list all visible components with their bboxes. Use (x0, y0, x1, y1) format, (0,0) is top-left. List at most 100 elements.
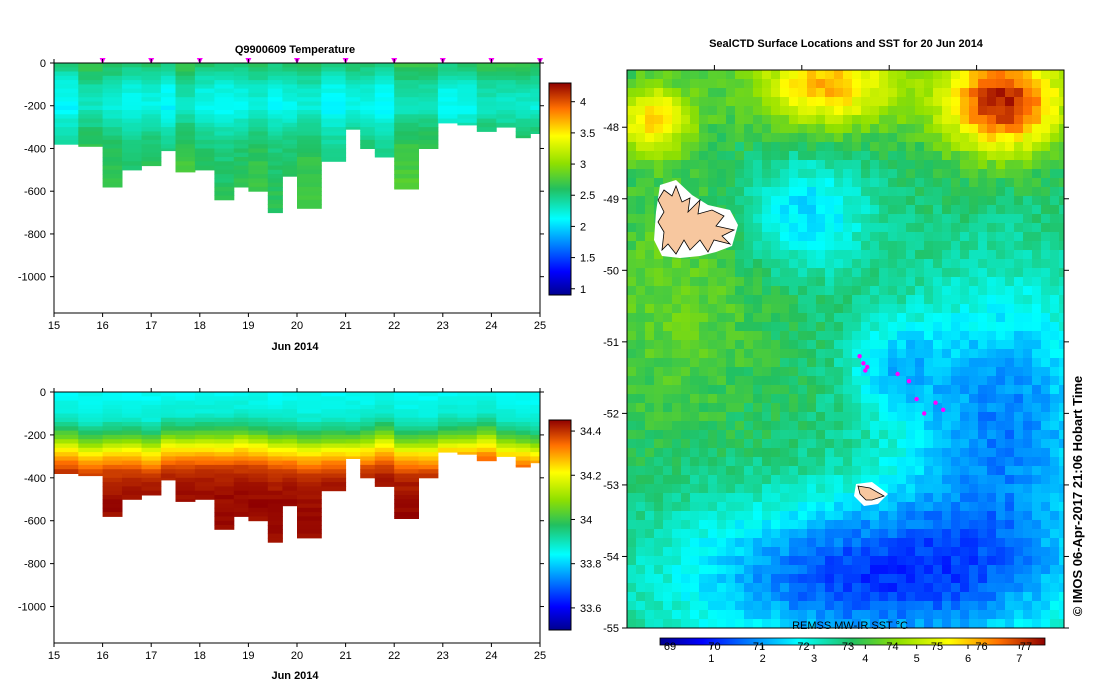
section-cell (394, 84, 419, 90)
sst-cell (816, 556, 826, 566)
sst-cell (1032, 115, 1042, 125)
section-cell (345, 447, 361, 453)
sst-cell (888, 511, 898, 521)
sst-cell (834, 214, 844, 224)
section-cell (282, 110, 298, 115)
sst-cell (924, 196, 934, 206)
sst-cell (1023, 601, 1033, 611)
sst-cell (663, 313, 673, 323)
sst-cell (1059, 349, 1064, 359)
sst-cell (996, 304, 1006, 314)
section-cell (233, 460, 249, 466)
section-cell (360, 135, 376, 141)
section-cell (321, 422, 347, 427)
sst-cell (969, 295, 979, 305)
sst-cell (816, 394, 826, 404)
sst-cell (942, 196, 952, 206)
sst-cell (690, 403, 700, 413)
sst-cell (861, 592, 871, 602)
sst-cell (672, 295, 682, 305)
sst-cell (861, 331, 871, 341)
sst-cell (1041, 79, 1051, 89)
section-cell (297, 460, 322, 466)
sst-cell (825, 232, 835, 242)
section-cell (160, 464, 176, 470)
sst-cell (762, 385, 772, 395)
sst-cell (780, 268, 790, 278)
sst-cell (960, 115, 970, 125)
sst-cell (744, 268, 754, 278)
section-cell (233, 409, 249, 414)
sst-cell (1050, 511, 1060, 521)
sst-cell (834, 70, 844, 80)
sst-cell (1005, 448, 1015, 458)
sst-cell (672, 151, 682, 161)
sst-cell (924, 520, 934, 530)
sst-cell (1059, 583, 1064, 593)
section-cell (54, 97, 79, 102)
section-cell (297, 84, 322, 90)
section-cell (214, 71, 235, 77)
section-cell (530, 434, 541, 440)
sst-cell (888, 187, 898, 197)
sst-cell (663, 349, 673, 359)
section-cell (374, 473, 395, 479)
section-cell (374, 417, 395, 423)
section-cell (122, 443, 142, 449)
sst-cell (1059, 232, 1064, 242)
sst-cell (753, 241, 763, 251)
section-cell (418, 80, 439, 85)
sst-cell (1059, 286, 1064, 296)
section-cell (321, 131, 347, 137)
section-cell (194, 477, 215, 483)
sst-cell (771, 439, 781, 449)
sst-cell (1050, 232, 1060, 242)
sst-cell (708, 277, 718, 287)
sst-cell (915, 196, 925, 206)
sst-cell (879, 556, 889, 566)
sst-cell (906, 142, 916, 152)
section-cell (267, 443, 283, 449)
section-cell (214, 452, 235, 457)
sst-cell (987, 340, 997, 350)
section-cell (160, 110, 176, 115)
section-cell (233, 443, 249, 449)
section-cell (476, 447, 497, 453)
sst-cell (789, 169, 799, 179)
section-cell (214, 469, 235, 474)
sst-cell (978, 502, 988, 512)
sst-cell (672, 412, 682, 422)
sst-cell (978, 187, 988, 197)
sst-cell (762, 556, 772, 566)
sst-cell (789, 97, 799, 107)
section-cell (54, 400, 79, 406)
section-cell (476, 400, 497, 406)
sst-cell (852, 331, 862, 341)
section-cell (102, 122, 123, 128)
sst-cell (960, 376, 970, 386)
section-cell (78, 84, 104, 90)
sst-cell (807, 286, 817, 296)
sst-cell (681, 286, 691, 296)
sst-cell (888, 493, 898, 503)
sst-cell (1005, 592, 1015, 602)
section-cell (248, 422, 269, 427)
sst-cell (861, 268, 871, 278)
section-cell (233, 161, 249, 167)
sst-cell (672, 169, 682, 179)
sst-cell (753, 304, 763, 314)
sst-cell (1041, 223, 1051, 233)
sst-cell (708, 70, 718, 80)
sst-cell (762, 529, 772, 539)
sst-cell (888, 610, 898, 620)
section-cell (418, 75, 439, 81)
section-cell (160, 477, 176, 481)
sst-cell (843, 340, 853, 350)
sst-cell (996, 466, 1006, 476)
section-cell (233, 507, 249, 513)
sst-cell (888, 367, 898, 377)
section-cell (214, 186, 235, 192)
section-cell (267, 97, 283, 102)
sst-cell (1059, 520, 1064, 530)
sst-cell (1023, 277, 1033, 287)
